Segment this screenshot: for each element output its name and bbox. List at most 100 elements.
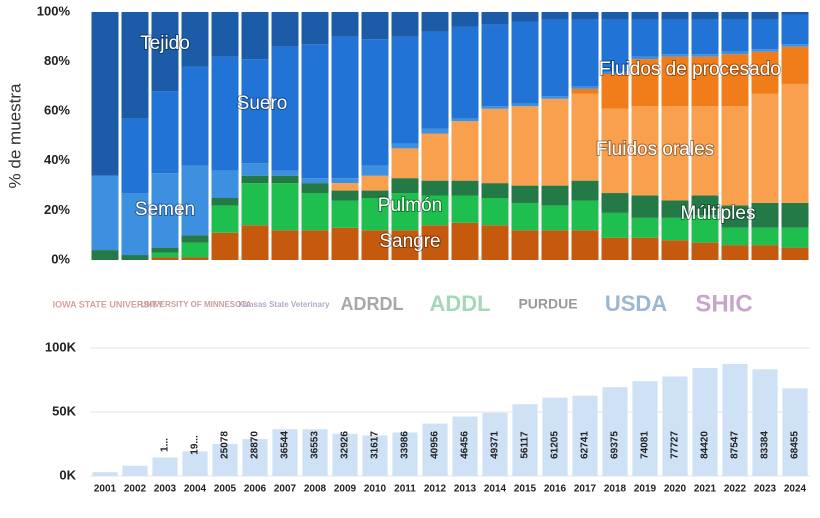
bar-segment	[181, 66, 209, 166]
x-tick-label: 2024	[784, 484, 807, 495]
x-tick-label: 2001	[94, 484, 117, 495]
bar-segment	[91, 250, 119, 260]
bar-segment	[271, 170, 299, 176]
value-label: 68455	[790, 431, 801, 459]
value-label: 32926	[340, 431, 351, 459]
bar-segment	[451, 195, 479, 223]
bar-segment	[781, 14, 809, 45]
bar-segment	[601, 108, 629, 194]
bar-segment	[391, 143, 419, 149]
bar	[182, 451, 208, 476]
bar-segment	[601, 74, 629, 109]
bar-segment	[691, 106, 719, 196]
bar	[242, 439, 268, 476]
bar-segment	[421, 31, 449, 129]
bar-segment	[361, 175, 389, 191]
bar	[422, 423, 448, 476]
series-label: Semen	[135, 199, 195, 220]
bar-segment	[361, 190, 389, 198]
bar	[302, 429, 328, 476]
bar-segment	[781, 83, 809, 203]
bar-segment	[421, 195, 449, 226]
y-tick-label: 60%	[44, 103, 70, 118]
bar-segment	[691, 12, 719, 20]
x-tick-label: 2006	[244, 484, 267, 495]
bar-segment	[661, 12, 689, 20]
bar-segment	[241, 175, 269, 184]
bar	[542, 397, 568, 476]
bar-segment	[751, 51, 779, 94]
bar-segment	[451, 26, 479, 119]
bar-segment	[691, 195, 719, 216]
bar-segment	[751, 227, 779, 246]
bar-segment	[451, 222, 479, 260]
bar-segment	[481, 225, 509, 260]
value-label: 69375	[610, 431, 621, 459]
bar-segment	[151, 247, 179, 253]
value-label: 40956	[430, 431, 441, 459]
value-label: 36553	[310, 431, 321, 459]
y-tick-label: 20%	[44, 202, 70, 217]
bar	[752, 369, 778, 476]
bar-segment	[631, 19, 659, 57]
bar-segment	[331, 12, 359, 37]
bar	[452, 416, 478, 476]
bar-segment	[571, 86, 599, 89]
bar-segment	[121, 193, 149, 256]
value-label: 36544	[280, 431, 291, 459]
bar-segment	[181, 242, 209, 258]
bar-segment	[301, 193, 329, 231]
y-tick-label: 100%	[37, 3, 71, 18]
bar-segment	[541, 19, 569, 97]
value-label: 46456	[460, 431, 471, 459]
bar-segment	[361, 198, 389, 231]
bar-segment	[751, 12, 779, 20]
bar-segment	[661, 240, 689, 260]
x-tick-label: 2012	[424, 484, 447, 495]
bar-segment	[631, 195, 659, 218]
bar-segment	[541, 185, 569, 206]
bar-segment	[331, 190, 359, 201]
bar-segment	[511, 103, 539, 107]
bar-segment	[721, 51, 749, 55]
bar-segment	[751, 202, 779, 228]
series-label: Sangre	[379, 231, 440, 252]
bar-segment	[781, 202, 809, 228]
x-tick-label: 2007	[274, 484, 297, 495]
bar-segment	[751, 49, 779, 52]
x-tick-label: 2003	[154, 484, 177, 495]
logo: ADDL	[429, 291, 490, 316]
bar-segment	[331, 36, 359, 179]
bar-segment	[121, 12, 149, 119]
value-label: 31617	[370, 431, 381, 459]
bar-segment	[481, 198, 509, 226]
logo: UNIVERSITY OF MINNESOTA	[141, 300, 252, 309]
x-tick-label: 2016	[544, 484, 567, 495]
bar-segment	[391, 148, 419, 179]
bar-segment	[301, 183, 329, 194]
bar-segment	[541, 230, 569, 260]
logo: ADRDL	[341, 294, 404, 314]
bar-segment	[631, 106, 659, 196]
x-tick-label: 2010	[364, 484, 387, 495]
bar-segment	[301, 44, 329, 179]
bar	[602, 387, 628, 476]
bar-segment	[571, 19, 599, 87]
y-tick-label: 40%	[44, 152, 70, 167]
bar-segment	[571, 230, 599, 260]
bar-segment	[271, 183, 299, 231]
bar	[572, 395, 598, 476]
bar-segment	[391, 178, 419, 194]
bar-segment	[661, 54, 689, 57]
logo: IOWA STATE UNIVERSITY	[53, 299, 164, 309]
bar-segment	[331, 178, 359, 184]
bar-segment	[151, 257, 179, 260]
bar-segment	[541, 96, 569, 99]
bar-segment	[421, 12, 449, 32]
bar-segment	[211, 232, 239, 260]
bar-segment	[691, 56, 719, 107]
bar-segment	[571, 93, 599, 181]
bar-segment	[571, 180, 599, 201]
bar-segment	[361, 12, 389, 40]
